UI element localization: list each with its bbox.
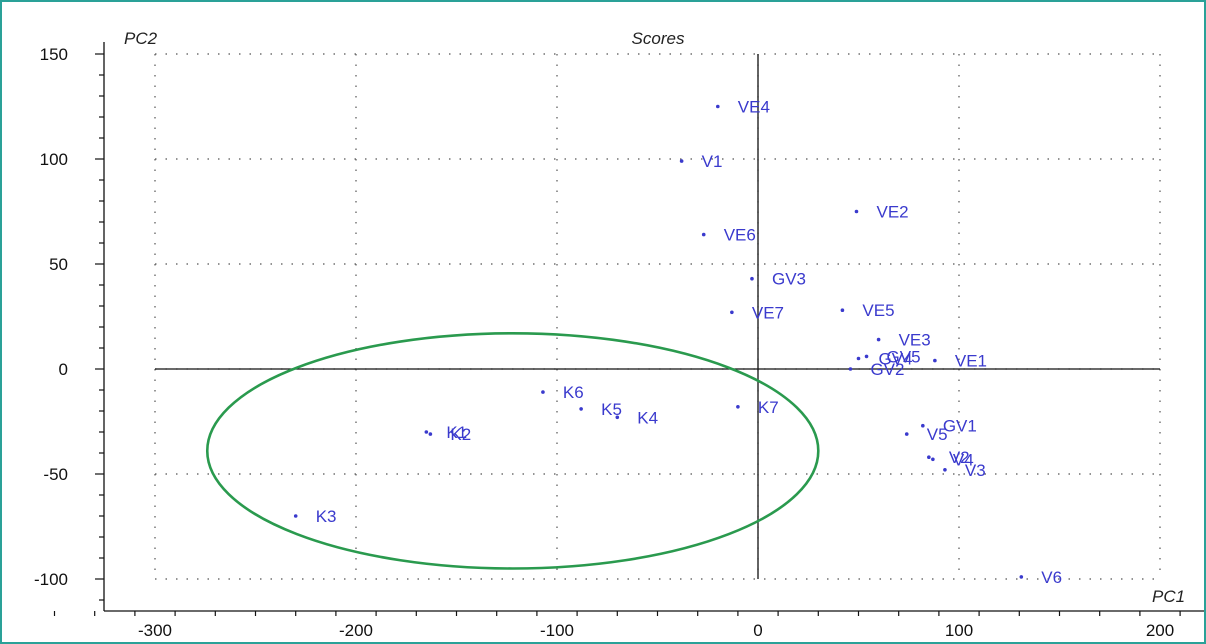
point-label: GV2 [870,360,904,379]
y-tick-label: 150 [40,45,68,64]
point-marker [876,337,881,342]
point-label: VE7 [752,303,784,322]
point-label: V6 [1041,568,1062,587]
chart-title: Scores [632,29,685,48]
data-point-gv1: GV1 [921,417,977,436]
point-marker [921,423,925,428]
data-point-ve6: VE6 [701,226,756,245]
point-label: V1 [702,152,723,171]
data-point-ve2: VE2 [854,203,909,222]
ticks-layer: -300 -200 -100 0 100 200 150 100 50 0 -50 -100 [34,45,1181,640]
data-point-k4: K4 [615,408,658,427]
point-label: VE2 [876,203,908,222]
point-marker [856,356,861,361]
point-label: GV3 [772,270,806,289]
data-point-k5: K5 [579,400,622,419]
point-marker [579,407,583,411]
data-point-ve1: VE1 [933,352,987,371]
data-point-k1: K1 [424,423,467,442]
grid-layer [154,53,1161,580]
point-marker [541,390,545,394]
x-tick-label: -100 [540,621,574,640]
data-point-ve4: VE4 [716,98,770,117]
data-point-v2: V2 [927,448,970,467]
point-label: VE5 [862,301,894,320]
point-marker [293,514,298,518]
point-marker [1019,575,1024,579]
point-label: K4 [637,408,658,427]
point-marker [933,358,937,363]
point-marker [615,415,620,420]
y-tick-label: -100 [34,570,68,589]
point-label: GV1 [943,417,977,436]
ellipse-layer [205,331,820,570]
point-marker [730,310,734,315]
point-label: K2 [450,425,471,444]
x-tick-label: -300 [138,621,172,640]
point-marker [927,455,931,460]
axes-layer [103,42,1204,612]
data-point-v1: V1 [679,152,723,171]
point-marker [701,232,706,237]
point-marker [931,457,935,462]
data-point-v5: V5 [904,425,948,444]
data-point-k3: K3 [293,507,337,526]
x-tick-label: 100 [945,621,973,640]
y-tick-label: 100 [40,150,68,169]
data-point-k6: K6 [541,383,584,402]
point-marker [716,104,720,109]
point-marker [848,367,853,371]
x-tick-label: 200 [1146,621,1174,640]
y-tick-label: 50 [49,255,68,274]
point-marker [428,432,433,436]
point-marker [424,430,429,434]
point-label: K6 [563,383,584,402]
x-axis-label: PC1 [1152,587,1185,606]
data-point-ve5: VE5 [840,301,895,320]
data-point-v6: V6 [1019,568,1062,587]
y-tick-label: 0 [59,360,68,379]
data-point-ve3: VE3 [876,331,931,350]
point-label: V2 [949,448,970,467]
point-marker [854,209,859,214]
data-point-ve7: VE7 [730,303,784,322]
data-point-k2: K2 [428,425,471,444]
data-point-gv3: GV3 [750,270,806,289]
point-label: VE6 [724,226,756,245]
point-label: GV4 [879,350,913,369]
point-label: K5 [601,400,622,419]
data-point-k7: K7 [736,398,779,417]
point-label: V4 [953,450,974,469]
point-marker [679,159,684,163]
data-point-gv4: GV4 [856,350,913,369]
x-tick-label: -200 [339,621,373,640]
data-point-gv5: GV5 [864,347,921,366]
point-label: VE3 [899,331,931,350]
y-axis-label: PC2 [124,29,158,48]
point-label: K3 [316,507,337,526]
point-label: VE4 [738,98,770,117]
point-marker [736,405,740,409]
data-point-v4: V4 [931,450,974,469]
x-tick-label: 0 [753,621,762,640]
point-marker [840,308,845,313]
point-marker [864,354,869,359]
point-label: V3 [965,461,986,480]
point-label: V5 [927,425,948,444]
point-marker [943,468,947,472]
point-marker [750,276,754,281]
y-tick-label: -50 [43,465,68,484]
point-label: GV5 [887,347,921,366]
point-label: K1 [446,423,467,442]
point-marker [904,432,909,436]
data-point-v3: V3 [943,461,986,480]
point-label: VE1 [955,352,987,371]
point-label: K7 [758,398,779,417]
cluster-ellipse [205,331,820,570]
data-point-gv2: GV2 [848,360,904,379]
